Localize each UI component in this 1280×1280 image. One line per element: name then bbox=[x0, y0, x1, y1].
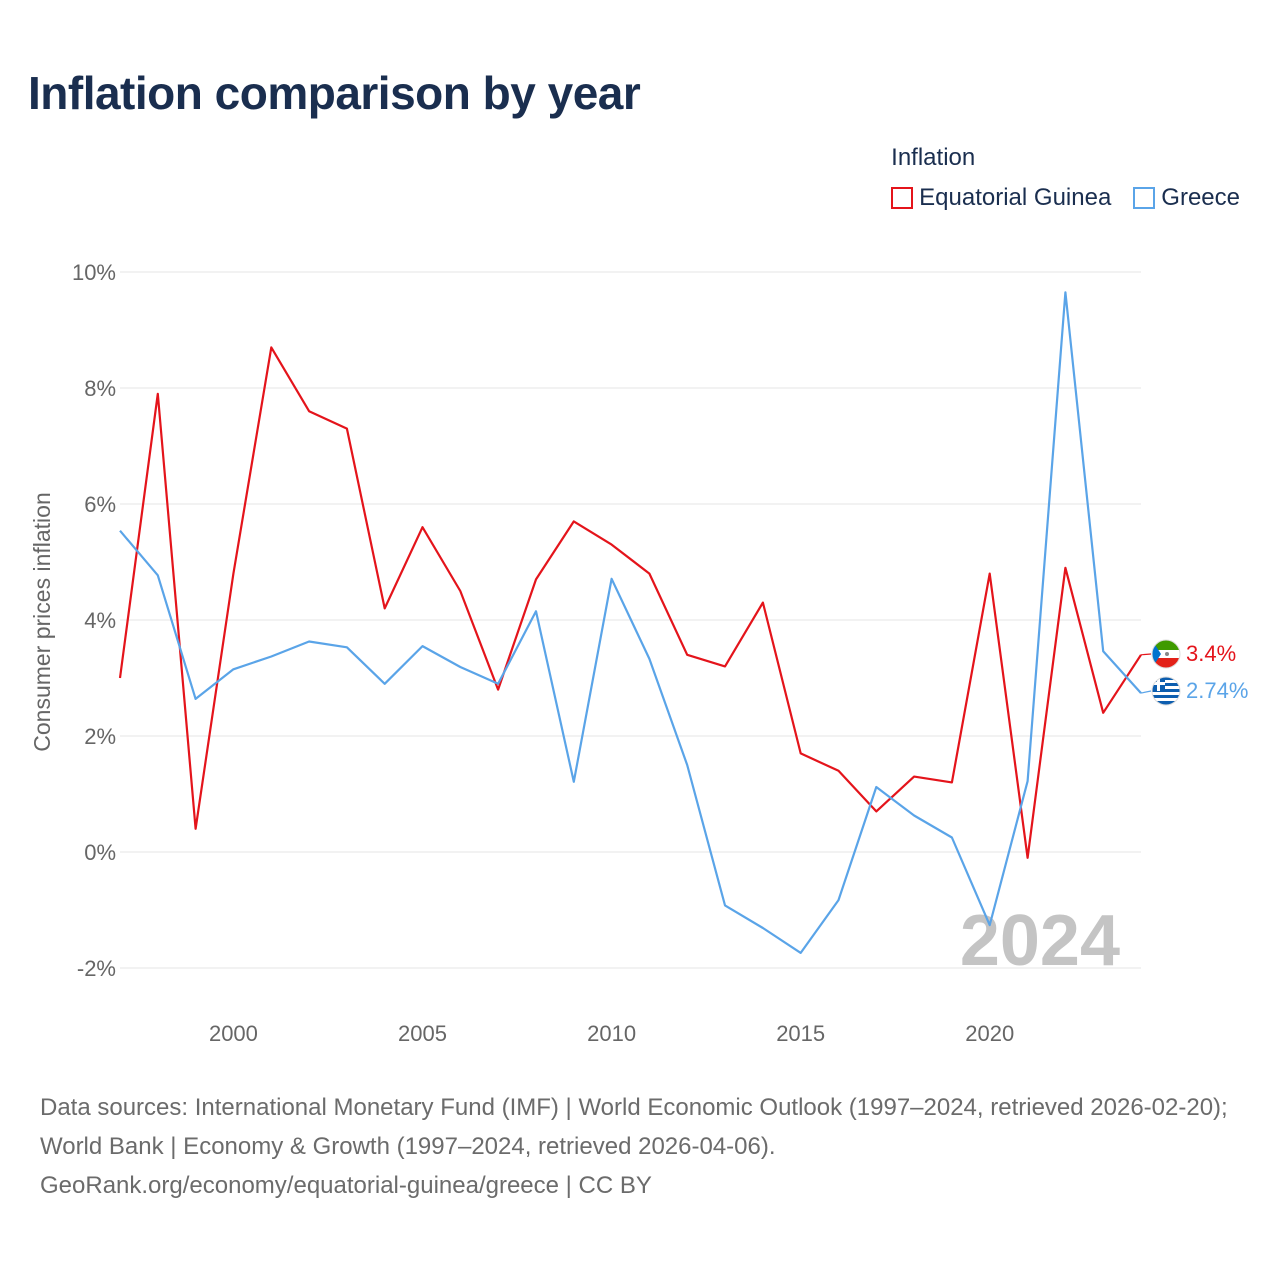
data-point[interactable] bbox=[1101, 711, 1105, 715]
data-point[interactable] bbox=[269, 345, 273, 349]
data-point[interactable] bbox=[156, 392, 160, 396]
data-point[interactable] bbox=[1063, 566, 1067, 570]
data-point[interactable] bbox=[799, 751, 803, 755]
legend-title: Inflation bbox=[891, 144, 976, 171]
y-tick-label: 4% bbox=[84, 608, 116, 633]
legend-items: Equatorial Guinea Greece bbox=[891, 184, 1240, 212]
data-point[interactable] bbox=[383, 606, 387, 610]
data-point[interactable] bbox=[988, 572, 992, 576]
series-equatorial-guinea bbox=[118, 345, 1152, 860]
y-axis-title: Consumer prices inflation bbox=[29, 492, 55, 752]
data-point[interactable] bbox=[383, 682, 387, 686]
data-point[interactable] bbox=[610, 543, 614, 547]
legend-label-greece: Greece bbox=[1161, 184, 1240, 211]
legend-label-equatorial-guinea: Equatorial Guinea bbox=[919, 184, 1112, 211]
x-axis-ticks: 2000 2005 2010 2015 2020 bbox=[209, 1021, 1014, 1046]
data-point[interactable] bbox=[647, 657, 651, 661]
data-point[interactable] bbox=[572, 780, 576, 784]
data-point[interactable] bbox=[950, 836, 954, 840]
y-tick-label: 8% bbox=[84, 376, 116, 401]
data-point[interactable] bbox=[118, 529, 122, 533]
data-point[interactable] bbox=[761, 926, 765, 930]
data-point[interactable] bbox=[421, 644, 425, 648]
y-tick-label: -2% bbox=[77, 956, 116, 981]
series-line[interactable] bbox=[119, 291, 1142, 955]
y-tick-label: 6% bbox=[84, 492, 116, 517]
data-point[interactable] bbox=[194, 697, 198, 701]
greece-flag-icon bbox=[1151, 676, 1181, 706]
data-point[interactable] bbox=[496, 688, 500, 692]
x-tick-label: 2010 bbox=[587, 1021, 636, 1046]
legend-item-greece[interactable]: Greece bbox=[1133, 184, 1240, 212]
data-point[interactable] bbox=[269, 655, 273, 659]
series-group bbox=[118, 290, 1152, 955]
end-connector bbox=[1140, 690, 1152, 694]
x-tick-label: 2015 bbox=[776, 1021, 825, 1046]
data-point[interactable] bbox=[458, 665, 462, 669]
current-year-label: 2024 bbox=[960, 901, 1120, 981]
data-point[interactable] bbox=[231, 667, 235, 671]
data-point[interactable] bbox=[836, 898, 840, 902]
y-tick-label: 10% bbox=[72, 260, 116, 285]
data-point[interactable] bbox=[685, 653, 689, 657]
data-point[interactable] bbox=[345, 427, 349, 431]
data-point[interactable] bbox=[496, 682, 500, 686]
data-point[interactable] bbox=[836, 769, 840, 773]
data-point[interactable] bbox=[647, 572, 651, 576]
data-point[interactable] bbox=[723, 903, 727, 907]
data-point[interactable] bbox=[572, 519, 576, 523]
chart-title: Inflation comparison by year bbox=[28, 67, 641, 119]
data-point[interactable] bbox=[534, 609, 538, 613]
data-point[interactable] bbox=[799, 951, 803, 955]
legend: Inflation Equatorial Guinea Greece bbox=[891, 144, 1240, 212]
data-point[interactable] bbox=[421, 525, 425, 529]
data-point[interactable] bbox=[1026, 779, 1030, 783]
data-point[interactable] bbox=[874, 785, 878, 789]
x-tick-label: 2020 bbox=[965, 1021, 1014, 1046]
data-point[interactable] bbox=[685, 763, 689, 767]
data-point[interactable] bbox=[950, 780, 954, 784]
line-chart: -2% 0% 2% 4% 6% 8% 10% 2000 2005 2010 2015 2020 Co… bbox=[29, 260, 1248, 1046]
data-point[interactable] bbox=[194, 827, 198, 831]
data-point[interactable] bbox=[345, 645, 349, 649]
data-point[interactable] bbox=[723, 664, 727, 668]
series-line[interactable] bbox=[118, 346, 1142, 859]
data-point[interactable] bbox=[1101, 649, 1105, 653]
y-axis-ticks: -2% 0% 2% 4% 6% 8% 10% bbox=[72, 260, 116, 981]
data-point[interactable] bbox=[118, 676, 122, 680]
data-point[interactable] bbox=[458, 589, 462, 593]
data-point[interactable] bbox=[761, 601, 765, 605]
equatorial-guinea-flag-icon bbox=[1151, 639, 1181, 669]
data-point[interactable] bbox=[231, 572, 235, 576]
data-point[interactable] bbox=[307, 639, 311, 643]
y-tick-label: 2% bbox=[84, 724, 116, 749]
legend-swatch-equatorial-guinea bbox=[891, 187, 914, 209]
data-sources: Data sources: International Monetary Fun… bbox=[40, 1094, 1228, 1160]
data-point[interactable] bbox=[912, 775, 916, 779]
legend-item-equatorial-guinea[interactable]: Equatorial Guinea bbox=[891, 184, 1111, 212]
data-point[interactable] bbox=[874, 809, 878, 813]
credit-link[interactable]: GeoRank.org/economy/equatorial-guinea/gr… bbox=[40, 1172, 652, 1199]
data-point[interactable] bbox=[610, 577, 614, 581]
legend-swatch-greece bbox=[1133, 187, 1156, 209]
x-tick-label: 2005 bbox=[398, 1021, 447, 1046]
end-label-equatorial-guinea: 3.4% bbox=[1186, 641, 1236, 666]
data-point[interactable] bbox=[156, 573, 160, 577]
series-greece bbox=[118, 290, 1152, 955]
data-point[interactable] bbox=[988, 923, 992, 927]
end-label-greece: 2.74% bbox=[1186, 678, 1248, 703]
data-point[interactable] bbox=[307, 409, 311, 413]
data-point[interactable] bbox=[912, 813, 916, 817]
data-point[interactable] bbox=[1026, 856, 1030, 860]
y-tick-label: 0% bbox=[84, 840, 116, 865]
data-point[interactable] bbox=[1063, 290, 1067, 294]
data-point[interactable] bbox=[534, 577, 538, 581]
x-tick-label: 2000 bbox=[209, 1021, 258, 1046]
end-connector bbox=[1140, 653, 1152, 656]
footer: Data sources: International Monetary Fun… bbox=[40, 1088, 1250, 1205]
